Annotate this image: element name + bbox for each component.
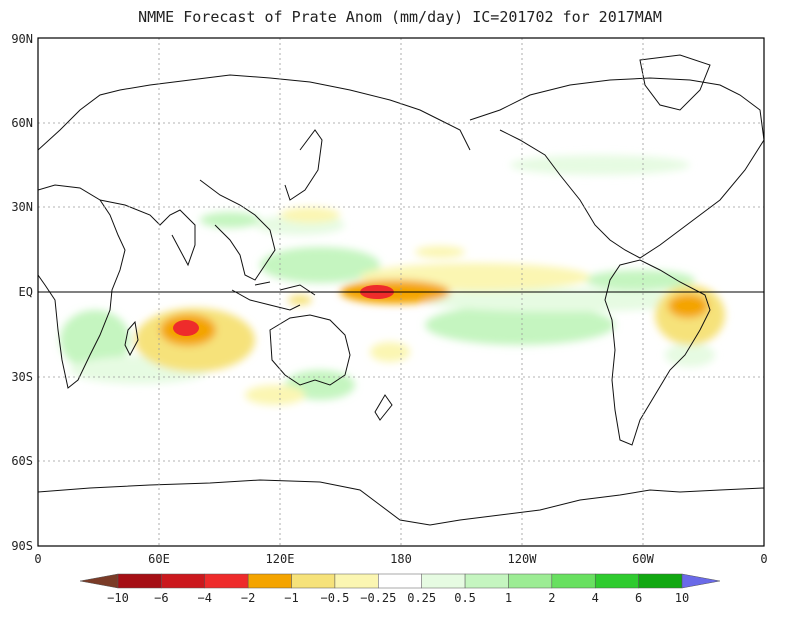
y-tick-label: 90S (11, 539, 33, 553)
colorbar-label: −6 (154, 591, 168, 605)
colorbar-label: 2 (548, 591, 555, 605)
plot-frame (37, 37, 765, 547)
colorbar-label: 0.5 (454, 591, 476, 605)
x-tick-label: 120W (508, 552, 538, 566)
colorbar-label: 1 (505, 591, 512, 605)
wet-anomaly-north-america (510, 155, 690, 175)
colorbar: −10 −6 −4 −2 −1 −0.5 −0.25 0.25 0.5 1 2 4 6 10 (79, 573, 721, 605)
east-asia-outline (199, 179, 276, 281)
x-tick-label: 60E (148, 552, 170, 566)
colorbar-label: −4 (198, 591, 212, 605)
x-tick-label: 60W (632, 552, 654, 566)
wet-anomaly-south-pacific (425, 305, 615, 345)
colorbar-segment (681, 573, 721, 589)
new-zealand-outline (374, 394, 393, 421)
colorbar-label: −1 (284, 591, 298, 605)
colorbar-label: −10 (107, 591, 129, 605)
wet-anomaly-india (200, 212, 260, 228)
south-america-outline (604, 259, 711, 446)
dry-anomaly-coral-sea (370, 342, 410, 362)
colorbar-segment (508, 573, 553, 589)
colorbar-segment (421, 573, 466, 589)
colorbar-label: 4 (592, 591, 599, 605)
gridlines (38, 38, 764, 546)
coastlines (38, 54, 764, 526)
australia-outline (269, 314, 351, 386)
colorbar-label: 10 (675, 591, 689, 605)
dry-anomaly-east-asia (280, 207, 340, 223)
eurasia-north-outline (38, 74, 471, 151)
dry-anomaly-north-pacific (415, 246, 465, 258)
dry-anomaly-ne-brazil (668, 294, 708, 318)
dry-anomaly-maritime (288, 295, 312, 305)
colorbar-segment (247, 573, 292, 589)
colorbar-segment (378, 573, 422, 589)
wet-anomaly-south-atlantic (665, 343, 715, 367)
y-axis-ticks: 90N 60N 30N EQ 30S 60S 90S (11, 32, 33, 553)
y-tick-label: 60N (11, 116, 33, 130)
north-america-outline (469, 77, 764, 259)
colorbar-label: −2 (241, 591, 255, 605)
x-tick-label: 0 (760, 552, 767, 566)
y-tick-label: 90N (11, 32, 33, 46)
dry-anomaly-australia-south (245, 385, 305, 405)
anomaly-shading (60, 155, 725, 405)
greenland-outline (639, 54, 711, 111)
madagascar-outline (124, 320, 139, 357)
colorbar-segment (291, 573, 336, 589)
colorbar-segment (551, 573, 596, 589)
colorbar-segment (464, 573, 509, 589)
y-tick-label: 30S (11, 370, 33, 384)
colorbar-segment (161, 573, 206, 589)
x-tick-label: 180 (390, 552, 412, 566)
arabia-india-outline (99, 199, 196, 267)
y-tick-label: 60S (11, 454, 33, 468)
colorbar-segment (594, 573, 639, 589)
colorbar-label: −0.5 (320, 591, 349, 605)
colorbar-segment (334, 573, 379, 589)
y-tick-label: EQ (19, 285, 33, 299)
x-tick-label: 120E (266, 552, 295, 566)
x-axis-ticks: 0 60E 120E 180 120W 60W 0 (34, 552, 767, 566)
antarctica-outline (38, 479, 764, 526)
chart-title: NMME Forecast of Prate Anom (mm/day) IC=… (138, 8, 662, 26)
colorbar-label: 0.25 (407, 591, 436, 605)
dry-core-south-indian (173, 320, 199, 336)
colorbar-segment (204, 573, 249, 589)
y-tick-label: 30N (11, 200, 33, 214)
colorbar-segment (638, 573, 683, 589)
wet-anomaly-south-africa (60, 310, 130, 370)
kamchatka-japan-outline (284, 129, 323, 201)
colorbar-label: −0.25 (360, 591, 396, 605)
x-tick-label: 0 (34, 552, 41, 566)
colorbar-segment (79, 573, 119, 589)
wet-anomaly-pacific-band (420, 288, 700, 312)
wet-anomaly-west-pacific (260, 247, 380, 283)
colorbar-label: 6 (635, 591, 642, 605)
colorbar-segment (117, 573, 162, 589)
